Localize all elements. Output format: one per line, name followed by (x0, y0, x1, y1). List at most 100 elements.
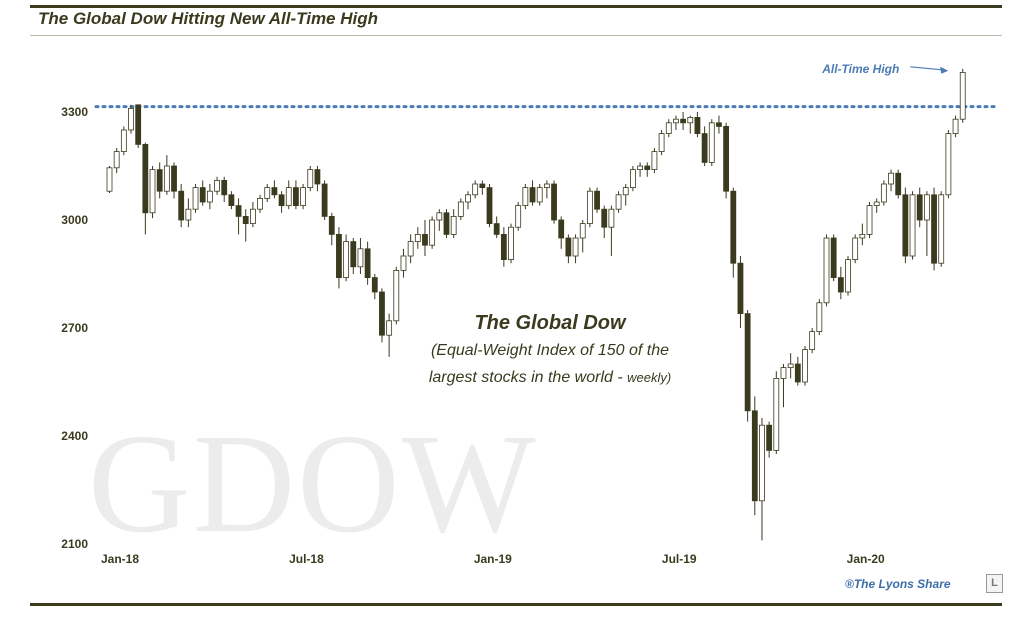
candle (780, 364, 787, 408)
candle-body-up (579, 223, 586, 239)
candle-body-down (321, 183, 328, 217)
candle (343, 234, 350, 282)
candle (106, 166, 113, 193)
candle (300, 184, 306, 210)
candle (716, 115, 722, 134)
y-tick-label: 2700 (61, 321, 88, 335)
candle (436, 209, 443, 231)
candle (608, 205, 615, 256)
arrow-head-icon (940, 66, 949, 74)
candle-body-up (938, 194, 945, 264)
candle-body-up (300, 187, 306, 207)
copyright-credit: ®The Lyons Share (845, 577, 951, 591)
candle-body-up (651, 151, 658, 171)
candle (379, 288, 385, 343)
candle-body-up (515, 205, 522, 228)
candle (651, 148, 658, 174)
candle (622, 184, 629, 206)
candle (293, 180, 299, 210)
candle (687, 115, 694, 134)
candle (407, 234, 414, 264)
ticker-watermark: GDOW (88, 404, 538, 562)
candle-body-down (271, 187, 278, 196)
candle (902, 187, 909, 264)
candle (809, 328, 816, 354)
candle (665, 119, 672, 138)
candle-body-up (759, 424, 765, 502)
candle-body-up (909, 194, 916, 257)
candle (386, 313, 393, 357)
title-divider (30, 35, 1002, 36)
candle-body-up (873, 201, 880, 206)
candle (371, 274, 378, 300)
candle (206, 184, 213, 210)
candle (271, 180, 278, 199)
candle (422, 220, 428, 256)
candle-body-up (429, 219, 436, 246)
candle-body-up (708, 122, 715, 163)
candle-body-down (479, 183, 486, 188)
candle-body-up (615, 194, 622, 210)
candle (120, 126, 127, 156)
candle (773, 371, 780, 454)
candle-body-up (185, 208, 192, 221)
candle (558, 216, 565, 249)
candle-body-down (766, 424, 773, 451)
candle-body-up (357, 248, 364, 268)
candle-body-up (393, 269, 400, 322)
candle-body-down (730, 190, 737, 264)
candle-body-up (264, 187, 271, 199)
candle-body-down (701, 133, 708, 163)
candle (708, 119, 715, 166)
candle-body-down (931, 194, 937, 264)
candle (615, 191, 622, 213)
subtitle-small-text: weekly) (627, 370, 672, 385)
candle (572, 234, 579, 264)
candle (285, 180, 292, 210)
candle-body-down (794, 363, 801, 383)
candle-body-up (952, 118, 959, 134)
candle-body-up (802, 349, 808, 383)
candle-body-down (379, 291, 385, 336)
candle (816, 299, 823, 336)
candle-body-down (751, 410, 758, 502)
candle (895, 169, 902, 199)
x-tick-label: Jul-19 (662, 552, 697, 566)
candle-body-up (257, 197, 263, 210)
candle (830, 234, 837, 282)
candle (823, 234, 830, 307)
candle-body-down (350, 241, 357, 268)
candle-body-down (135, 104, 142, 145)
candle-body-up (845, 259, 851, 293)
candle-body-down (336, 233, 342, 278)
candle-body-up (522, 187, 529, 207)
candle (644, 162, 651, 177)
candle-body-down (551, 183, 557, 221)
candle (766, 421, 773, 458)
candle (128, 104, 134, 134)
candle (192, 184, 199, 213)
candle-body-down (744, 313, 751, 412)
candle (479, 180, 486, 195)
candle (443, 209, 450, 238)
candle (529, 180, 536, 206)
candle-body-up (923, 194, 930, 221)
candle-body-down (723, 126, 730, 192)
candle (543, 180, 550, 199)
candle-body-down (422, 233, 428, 246)
candle (923, 191, 930, 256)
candle-body-up (386, 320, 393, 336)
candle (594, 187, 600, 213)
candle (465, 191, 471, 210)
candle-body-down (221, 179, 228, 196)
candle-body-up (120, 129, 127, 153)
candle-body-down (314, 169, 321, 185)
ath-arrow (910, 66, 943, 71)
candle-body-down (293, 187, 299, 207)
candle-body-down (500, 233, 507, 260)
candle-body-up (572, 237, 579, 257)
candle-body-up (343, 241, 350, 279)
candle-body-up (465, 194, 471, 203)
candle-body-up (658, 133, 665, 153)
candle-body-up (945, 133, 952, 196)
